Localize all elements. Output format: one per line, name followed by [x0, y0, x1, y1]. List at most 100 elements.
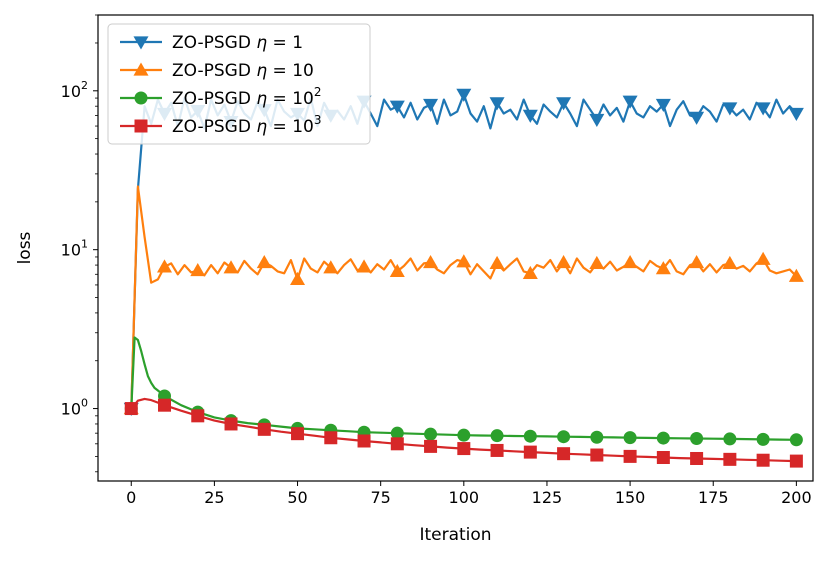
- data-point: [124, 402, 138, 416]
- x-tick-label: 0: [126, 488, 136, 507]
- legend-label: ZO-PSGD η = 103: [172, 113, 321, 137]
- data-point: [656, 431, 670, 445]
- x-tick-label: 100: [449, 488, 480, 507]
- data-point: [590, 430, 604, 444]
- data-point: [390, 426, 404, 440]
- data-point: [655, 98, 671, 112]
- y-tick-label: 102: [61, 79, 88, 101]
- data-point: [523, 429, 537, 443]
- data-point: [389, 100, 405, 114]
- legend: ZO-PSGD η = 1 ZO-PSGD η = 10 ZO-PSGD η = 1…: [107, 23, 371, 145]
- y-axis-label: loss: [15, 231, 35, 264]
- legend-marker: [134, 119, 148, 133]
- data-point: [788, 268, 804, 282]
- data-point: [755, 102, 771, 116]
- data-point: [756, 432, 770, 446]
- data-point: [489, 97, 505, 111]
- data-point: [224, 417, 238, 431]
- series-3: [124, 336, 803, 447]
- data-point: [556, 255, 572, 269]
- data-point: [456, 88, 472, 102]
- data-point: [789, 454, 803, 468]
- data-point: [522, 109, 538, 123]
- data-point: [324, 431, 338, 445]
- legend-label: ZO-PSGD η = 10: [172, 61, 314, 81]
- data-point: [257, 422, 271, 436]
- data-point: [456, 254, 472, 268]
- legend-marker: [133, 36, 149, 50]
- data-point: [256, 255, 272, 269]
- x-axis-label: Iteration: [419, 525, 491, 545]
- data-point: [157, 259, 173, 273]
- legend-label: ZO-PSGD η = 102: [172, 85, 321, 109]
- data-point: [457, 428, 471, 442]
- data-point: [557, 447, 571, 461]
- x-tick-label: 75: [370, 488, 390, 507]
- legend-entry: ZO-PSGD η = 10: [120, 61, 314, 81]
- data-point: [190, 262, 206, 277]
- data-point: [490, 429, 504, 443]
- series-4: [124, 397, 803, 468]
- data-point: [457, 442, 471, 456]
- legend-entry: ZO-PSGD η = 1: [120, 33, 303, 53]
- data-point: [788, 107, 804, 121]
- data-point: [191, 409, 205, 423]
- x-tick-label: 200: [781, 488, 812, 507]
- data-point: [489, 255, 505, 270]
- data-point: [655, 261, 671, 275]
- y-tick-label: 100: [61, 397, 88, 419]
- x-tick-label: 25: [204, 488, 224, 507]
- data-point: [789, 433, 803, 447]
- data-point: [589, 255, 605, 270]
- data-point: [755, 251, 771, 265]
- data-point: [389, 263, 405, 278]
- legend-label: ZO-PSGD η = 1: [172, 33, 303, 53]
- data-point: [357, 434, 371, 448]
- data-point: [356, 259, 372, 273]
- data-point: [423, 98, 439, 112]
- data-point: [722, 102, 738, 116]
- data-point: [291, 427, 305, 441]
- data-point: [223, 260, 239, 274]
- legend-entry: ZO-PSGD η = 102: [120, 85, 321, 109]
- data-point: [390, 437, 404, 451]
- data-point: [623, 449, 637, 463]
- data-point: [590, 448, 604, 462]
- legend-box: [107, 23, 371, 145]
- data-point: [589, 113, 605, 127]
- data-point: [690, 431, 704, 445]
- data-point: [424, 439, 438, 453]
- x-tick-label: 150: [615, 488, 646, 507]
- data-point: [622, 95, 638, 109]
- data-point: [723, 452, 737, 466]
- data-point: [290, 271, 306, 286]
- x-tick-label: 50: [287, 488, 307, 507]
- series-2: [123, 185, 804, 415]
- data-point: [723, 432, 737, 446]
- data-point: [523, 445, 537, 459]
- data-point: [490, 443, 504, 457]
- data-point: [689, 255, 705, 269]
- data-point: [622, 255, 638, 269]
- data-point: [756, 453, 770, 467]
- data-point: [424, 427, 438, 441]
- data-point: [623, 431, 637, 445]
- data-point: [323, 260, 339, 274]
- data-point: [556, 97, 572, 111]
- legend-entry: ZO-PSGD η = 103: [120, 113, 321, 137]
- plot-frame: [97, 14, 814, 482]
- data-point: [158, 398, 172, 412]
- x-tick-label: 125: [532, 488, 563, 507]
- x-tick-label: 175: [698, 488, 729, 507]
- y-tick-label: 101: [61, 238, 88, 260]
- data-point: [522, 265, 538, 279]
- data-point: [722, 255, 738, 270]
- legend-marker: [133, 62, 149, 76]
- data-point: [656, 451, 670, 465]
- data-point: [423, 255, 439, 269]
- legend-marker: [134, 91, 148, 105]
- data-point: [690, 451, 704, 465]
- data-point: [689, 111, 705, 125]
- data-point: [557, 430, 571, 444]
